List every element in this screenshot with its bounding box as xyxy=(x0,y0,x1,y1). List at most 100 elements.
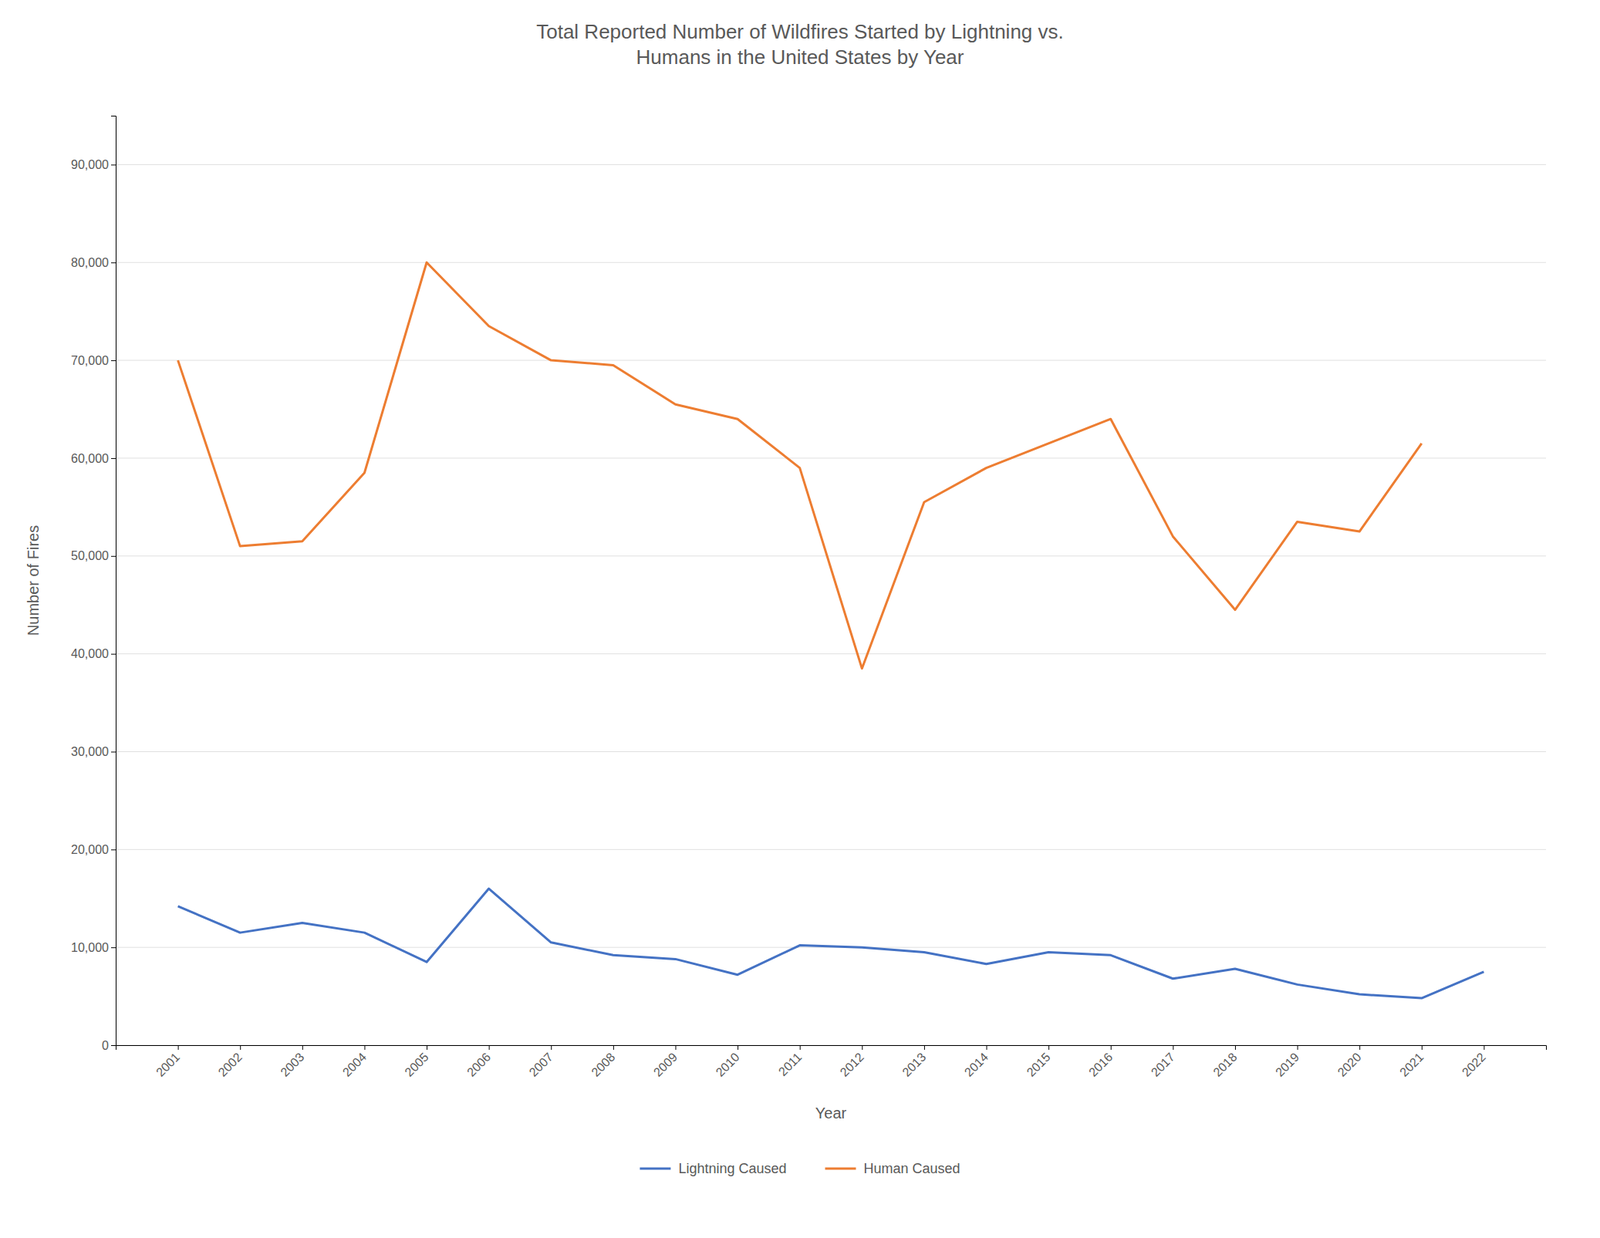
grid-line xyxy=(115,555,1546,557)
legend-item: Lightning Caused xyxy=(639,1161,787,1177)
tick-mark xyxy=(1359,1045,1361,1050)
y-tick-label: 20,000 xyxy=(70,843,109,857)
x-tick: 2019 xyxy=(1272,1045,1302,1080)
y-tick-label: 30,000 xyxy=(70,745,109,759)
x-tick-label: 2021 xyxy=(1397,1050,1426,1080)
x-tick: 2013 xyxy=(899,1045,929,1080)
y-axis: 0 10,000 20,000 30,000 40,000 50,000 60,000 70,… xyxy=(70,116,116,1053)
x-tick-label: 2004 xyxy=(340,1050,369,1080)
series-line xyxy=(178,262,1422,669)
tick-mark xyxy=(861,1045,863,1050)
tick-mark xyxy=(1235,1045,1236,1050)
x-tick-label: 2018 xyxy=(1210,1050,1239,1080)
y-tick: 60,000 xyxy=(70,452,116,466)
grid-line xyxy=(115,457,1546,459)
x-tick: 2010 xyxy=(712,1045,742,1080)
x-tick: 2006 xyxy=(464,1045,493,1080)
x-tick-label: 2006 xyxy=(464,1050,493,1080)
x-tick: 2021 xyxy=(1397,1045,1426,1080)
x-tick: 2008 xyxy=(588,1045,618,1080)
x-tick: 2009 xyxy=(651,1045,680,1080)
y-tick-label: 80,000 xyxy=(70,256,109,270)
axis-line xyxy=(116,1046,1547,1051)
chart: 2001 2002 2003 2004 2005 2006 2007 2008 2009 2010… xyxy=(0,0,1600,1238)
y-tick: 10,000 xyxy=(70,941,116,955)
x-tick-label: 2001 xyxy=(153,1050,183,1080)
y-tick-label: 90,000 xyxy=(70,158,109,172)
x-tick-label: 2002 xyxy=(216,1050,245,1080)
y-tick: 70,000 xyxy=(70,354,116,368)
tick-mark xyxy=(111,751,116,753)
x-tick: 2018 xyxy=(1210,1045,1239,1080)
grid-line xyxy=(115,653,1546,655)
y-tick: 30,000 xyxy=(70,745,116,759)
x-tick-label: 2014 xyxy=(962,1050,991,1080)
x-tick-label: 2020 xyxy=(1335,1050,1364,1080)
y-tick: 20,000 xyxy=(70,843,116,857)
legend-swatch xyxy=(639,1167,671,1171)
x-tick-label: 2022 xyxy=(1459,1050,1489,1080)
tick-mark xyxy=(111,262,116,264)
x-tick-label: 2017 xyxy=(1148,1050,1178,1080)
lines xyxy=(178,262,1485,999)
tick-mark xyxy=(302,1045,304,1050)
tick-mark xyxy=(737,1045,739,1050)
tick-mark xyxy=(675,1045,676,1050)
tick-mark xyxy=(111,556,116,557)
grid xyxy=(115,164,1546,1046)
tick-mark xyxy=(1297,1045,1299,1050)
legend-item: Human Caused xyxy=(825,1161,961,1177)
x-tick-label: 2008 xyxy=(588,1050,618,1080)
tick-mark xyxy=(1483,1045,1485,1050)
y-tick: 50,000 xyxy=(70,549,116,563)
tick-mark xyxy=(111,947,116,949)
x-tick-label: 2007 xyxy=(526,1050,556,1080)
tick-mark xyxy=(111,164,116,166)
x-tick-label: 2011 xyxy=(776,1050,804,1079)
grid-line xyxy=(115,164,1546,166)
x-axis-title: Year xyxy=(815,1104,848,1122)
y-tick: 90,000 xyxy=(70,158,116,172)
tick-mark xyxy=(111,458,116,460)
axis-line xyxy=(111,116,117,1047)
title: Total Reported Number of Wildfires Start… xyxy=(536,20,1064,69)
y-tick-label: 0 xyxy=(101,1039,109,1053)
grid-line xyxy=(115,849,1546,851)
tick-mark xyxy=(111,1045,116,1047)
x-tick-label: 2015 xyxy=(1024,1050,1054,1080)
tick-mark xyxy=(800,1045,801,1050)
x-tick-label: 2005 xyxy=(401,1050,431,1080)
grid-line xyxy=(115,360,1546,362)
x-tick: 2002 xyxy=(216,1045,245,1080)
x-tick-label: 2003 xyxy=(277,1050,307,1080)
title-line: Humans in the United States by Year xyxy=(636,45,965,69)
legend: Lightning Caused Human Caused xyxy=(639,1161,960,1177)
tick-mark xyxy=(239,1045,241,1050)
y-tick-label: 40,000 xyxy=(70,647,109,661)
x-tick: 2017 xyxy=(1148,1045,1178,1080)
y-tick-label: 70,000 xyxy=(70,354,109,368)
x-tick: 2016 xyxy=(1086,1045,1115,1080)
y-tick: 80,000 xyxy=(70,256,116,270)
x-tick: 2022 xyxy=(1459,1045,1489,1080)
y-axis-title: Number of Fires xyxy=(24,525,42,636)
x-tick: 2005 xyxy=(401,1045,431,1080)
title-line: Total Reported Number of Wildfires Start… xyxy=(536,20,1064,44)
tick-mark xyxy=(426,1045,428,1050)
x-tick-label: 2009 xyxy=(651,1050,680,1080)
x-tick: 2015 xyxy=(1024,1045,1054,1080)
x-tick: 2003 xyxy=(277,1045,307,1080)
grid-line xyxy=(115,262,1546,264)
tick-mark xyxy=(550,1045,552,1050)
tick-mark xyxy=(111,849,116,851)
tick-mark xyxy=(986,1045,988,1050)
x-axis: 2001 2002 2003 2004 2005 2006 2007 2008 2009 2010… xyxy=(116,1045,1547,1080)
tick-mark xyxy=(489,1045,490,1050)
tick-mark xyxy=(364,1045,365,1050)
tick-mark xyxy=(111,654,116,655)
legend-swatch xyxy=(825,1167,857,1171)
tick-mark xyxy=(1421,1045,1423,1050)
x-tick-label: 2016 xyxy=(1086,1050,1115,1080)
x-tick: 2004 xyxy=(340,1045,369,1080)
x-tick: 2007 xyxy=(526,1045,556,1080)
